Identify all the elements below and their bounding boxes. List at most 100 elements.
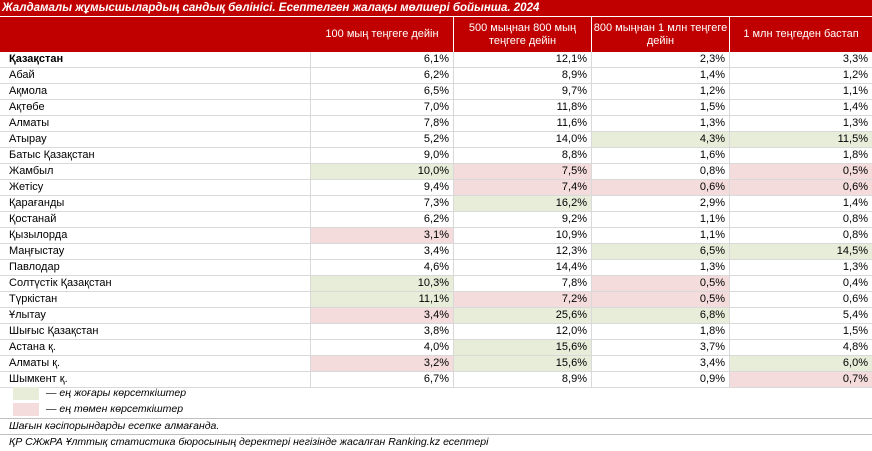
table-row: Қостанай 6,2% 9,2% 1,1% 0,8% [0,212,872,228]
value-cell: 12,1% [555,53,587,65]
value-cell: 1,4% [699,69,725,81]
value-cell: 1,2% [699,85,725,97]
value-cell: 7,3% [423,197,449,209]
value-cell: 1,3% [842,117,868,129]
value-cell: 1,4% [842,197,868,209]
value-cell: 3,7% [699,341,725,353]
table-row: Ұлытау 3,4% 25,6% 6,8% 5,4% [0,308,872,324]
value-cell: 0,8% [842,213,868,225]
value-cell: 7,4% [454,180,591,195]
value-cell: 12,3% [555,245,587,257]
value-cell: 7,5% [454,164,591,179]
value-cell: 2,9% [699,197,725,209]
value-cell: 6,8% [592,308,729,323]
value-cell: 1,3% [842,261,868,273]
value-cell: 1,3% [699,261,725,273]
region-name: Ұлытау [9,309,46,321]
table-row: Ақмола 6,5% 9,7% 1,2% 1,1% [0,84,872,100]
table-row: Ақтөбе 7,0% 11,8% 1,5% 1,4% [0,100,872,116]
value-cell: 9,2% [561,213,587,225]
value-cell: 4,0% [423,341,449,353]
value-cell: 0,4% [842,277,868,289]
region-name: Павлодар [9,261,60,273]
value-cell: 11,5% [730,132,872,147]
table-row: Солтүстік Қазақстан 10,3% 7,8% 0,5% 0,4% [0,276,872,292]
value-cell: 0,5% [730,164,872,179]
region-name: Шығыс Қазақстан [9,325,99,337]
value-cell: 3,3% [842,53,868,65]
value-cell: 7,0% [423,101,449,113]
region-name: Жамбыл [9,165,54,177]
value-cell: 7,8% [423,117,449,129]
value-cell: 6,7% [423,373,449,385]
region-name: Батыс Қазақстан [9,149,95,161]
table-row: Жетісу 9,4% 7,4% 0,6% 0,6% [0,180,872,196]
value-cell: 15,6% [454,340,591,355]
value-cell: 10,0% [311,164,453,179]
value-cell: 6,0% [730,356,872,371]
value-cell: 1,5% [699,101,725,113]
value-cell: 4,8% [842,341,868,353]
table-title: Жалдамалы жұмысшылардың сандық бөлінісі.… [0,0,872,16]
value-cell: 1,6% [699,149,725,161]
region-name: Маңғыстау [9,245,65,257]
region-name: Астана қ. [9,341,56,353]
value-cell: 0,7% [730,372,872,387]
value-cell: 5,2% [423,133,449,145]
value-cell: 3,2% [311,356,453,371]
value-cell: 7,2% [454,292,591,307]
table-row: Алматы 7,8% 11,6% 1,3% 1,3% [0,116,872,132]
region-name: Солтүстік Қазақстан [9,277,112,289]
value-cell: 14,4% [555,261,587,273]
value-cell: 0,8% [842,229,868,241]
table-row: Қызылорда 3,1% 10,9% 1,1% 0,8% [0,228,872,244]
value-cell: 11,1% [311,292,453,307]
legend-high-swatch [13,387,39,400]
value-cell: 10,3% [311,276,453,291]
value-cell: 14,0% [555,133,587,145]
value-cell: 1,3% [699,117,725,129]
table-row: Түркістан 11,1% 7,2% 0,5% 0,6% [0,292,872,308]
value-cell: 9,0% [423,149,449,161]
region-name: Қарағанды [9,197,65,209]
value-cell: 8,9% [561,69,587,81]
source-note: ҚР СЖжРА Ұлттық статистика бюросының дер… [9,436,489,448]
value-cell: 6,1% [423,53,449,65]
value-cell: 1,1% [699,213,725,225]
value-cell: 2,3% [699,53,725,65]
value-cell: 8,9% [561,373,587,385]
table-row: Шымкент қ. 6,7% 8,9% 0,9% 0,7% [0,372,872,388]
region-name: Түркістан [9,293,58,305]
region-name: Абай [9,69,35,81]
value-cell: 1,8% [842,149,868,161]
value-cell: 6,5% [423,85,449,97]
table-row: Қарағанды 7,3% 16,2% 2,9% 1,4% [0,196,872,212]
value-cell: 1,4% [842,101,868,113]
value-cell: 9,7% [561,85,587,97]
value-cell: 12,0% [555,325,587,337]
value-cell: 1,1% [699,229,725,241]
value-cell: 4,3% [592,132,729,147]
table-row: Алматы қ. 3,2% 15,6% 3,4% 6,0% [0,356,872,372]
table-row: Маңғыстау 3,4% 12,3% 6,5% 14,5% [0,244,872,260]
value-cell: 6,2% [423,69,449,81]
value-cell: 14,5% [730,244,872,259]
value-cell: 0,6% [592,180,729,195]
value-cell: 6,5% [592,244,729,259]
footnote: Шағын кәсіпорындарды есепке алмағанда. [9,420,220,432]
value-cell: 1,2% [842,69,868,81]
value-cell: 0,6% [730,180,872,195]
table-header: 100 мың теңгеге дейін 500 мыңнан 800 мың… [0,17,872,52]
region-name: Шымкент қ. [9,373,68,385]
value-cell: 3,8% [423,325,449,337]
region-name: Алматы [9,117,50,129]
table-row: Батыс Қазақстан 9,0% 8,8% 1,6% 1,8% [0,148,872,164]
region-name: Ақтөбе [9,101,45,113]
table-row: Павлодар 4,6% 14,4% 1,3% 1,3% [0,260,872,276]
value-cell: 7,8% [561,277,587,289]
value-cell: 11,8% [556,101,587,113]
region-name: Жетісу [9,181,44,193]
region-name: Атырау [9,133,47,145]
legend-low-label: — ең төмен көрсеткіштер [46,403,184,415]
value-cell: 25,6% [454,308,591,323]
